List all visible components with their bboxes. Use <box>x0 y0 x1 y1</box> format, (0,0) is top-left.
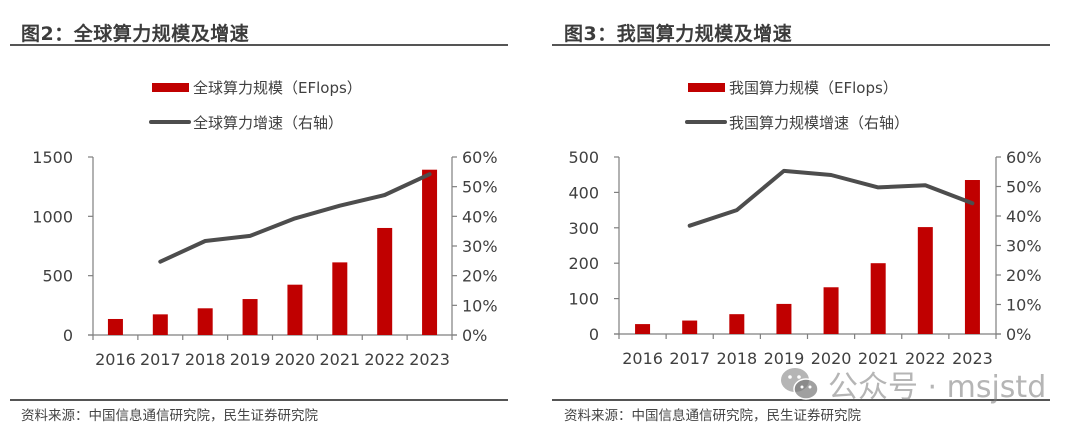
left-tick-label: 0 <box>589 325 599 344</box>
watermark: 公众号 · msjstd <box>780 364 1047 405</box>
left-tick-label: 1000 <box>32 207 73 226</box>
x-tick-label: 2016 <box>95 350 136 369</box>
bar-2021 <box>870 263 886 334</box>
bar-2022 <box>377 227 393 335</box>
left-tick-label: 1500 <box>32 148 73 167</box>
china-compute-chart: 我国算力规模（EFlops） 我国算力规模增速（右轴） 0 100 200 300 400 5… <box>568 79 1042 368</box>
right-tick-label: 0% <box>462 326 487 345</box>
bar-2016 <box>107 318 123 335</box>
watermark-text: 公众号 · msjstd <box>828 370 1047 405</box>
figure-3-title: 图3：我国算力规模及增速 <box>564 23 793 45</box>
legend-bar-swatch <box>688 83 725 92</box>
bar-2017 <box>682 320 698 334</box>
x-tick-label: 2018 <box>185 350 226 369</box>
x-tick-label: 2017 <box>669 349 710 368</box>
right-tick-label: 20% <box>1006 266 1042 285</box>
right-tick-label: 40% <box>462 207 498 226</box>
x-tick-label: 2018 <box>716 349 757 368</box>
legend-bar-label: 我国算力规模（EFlops） <box>729 79 898 97</box>
left-tick-label: 500 <box>42 267 73 286</box>
x-tick-label: 2023 <box>409 350 450 369</box>
bar-2018 <box>729 314 745 334</box>
bar-2018 <box>197 308 213 335</box>
right-tick-label: 10% <box>462 296 498 315</box>
legend-bar-label: 全球算力规模（EFlops） <box>193 79 362 97</box>
left-tick-label: 400 <box>568 183 599 202</box>
bar-2017 <box>152 314 168 335</box>
legend-line-label: 全球算力增速（右轴） <box>193 114 343 132</box>
bar-2019 <box>776 303 792 334</box>
right-tick-label: 20% <box>462 267 498 286</box>
left-tick-label: 300 <box>568 219 599 238</box>
bar-2020 <box>823 287 839 334</box>
bar-2016 <box>635 324 651 334</box>
legend-line-label: 我国算力规模增速（右轴） <box>729 114 909 132</box>
x-tick-label: 2022 <box>905 349 946 368</box>
wechat-icon <box>781 368 819 400</box>
right-tick-label: 30% <box>1006 237 1042 256</box>
figure-3-panel: 图3：我国算力规模及增速 我国算力规模（EFlops） 我国算力规模增速（右轴） 0… <box>540 0 1080 434</box>
x-tick-label: 2021 <box>319 350 360 369</box>
x-tick-label: 2019 <box>230 350 271 369</box>
x-tick-label: 2019 <box>764 349 805 368</box>
right-tick-label: 10% <box>1006 296 1042 315</box>
right-tick-label: 50% <box>462 178 498 197</box>
title-divider <box>10 44 508 46</box>
x-tick-label: 2020 <box>811 349 852 368</box>
bar-2023 <box>422 169 438 335</box>
source-divider <box>552 399 1050 401</box>
bar-2021 <box>332 262 348 335</box>
source-divider <box>10 399 508 401</box>
right-tick-label: 30% <box>462 237 498 256</box>
left-tick-label: 0 <box>63 326 73 345</box>
source-note: 资料来源：中国信息通信研究院，民生证券研究院 <box>21 408 318 424</box>
right-tick-label: 50% <box>1006 178 1042 197</box>
x-tick-label: 2021 <box>858 349 899 368</box>
growth-line <box>687 168 975 228</box>
title-divider <box>552 44 1050 46</box>
legend-bar-swatch <box>152 83 189 92</box>
global-compute-chart: 全球算力规模（EFlops） 全球算力增速（右轴） 0 500 1000 1500 0% 10… <box>32 79 498 369</box>
x-tick-label: 2023 <box>952 349 993 368</box>
bar-2019 <box>242 299 258 335</box>
x-tick-label: 2016 <box>622 349 663 368</box>
x-tick-label: 2020 <box>275 350 316 369</box>
left-tick-label: 200 <box>568 254 599 273</box>
figure-2-title: 图2：全球算力规模及增速 <box>21 23 250 45</box>
right-tick-label: 60% <box>462 148 498 167</box>
figure-2-panel: 图2：全球算力规模及增速 全球算力规模（EFlops） 全球算力增速（右轴） 0 50… <box>10 23 508 424</box>
right-tick-label: 0% <box>1006 325 1031 344</box>
source-note: 资料来源：中国信息通信研究院，民生证券研究院 <box>564 408 861 424</box>
bar-2022 <box>917 227 933 334</box>
x-tick-label: 2017 <box>140 350 181 369</box>
right-tick-label: 60% <box>1006 148 1042 167</box>
right-tick-label: 40% <box>1006 207 1042 226</box>
x-tick-label: 2022 <box>364 350 405 369</box>
bar-2020 <box>287 284 303 335</box>
left-tick-label: 100 <box>568 290 599 309</box>
left-tick-label: 500 <box>568 148 599 167</box>
bar-2023 <box>964 180 980 334</box>
